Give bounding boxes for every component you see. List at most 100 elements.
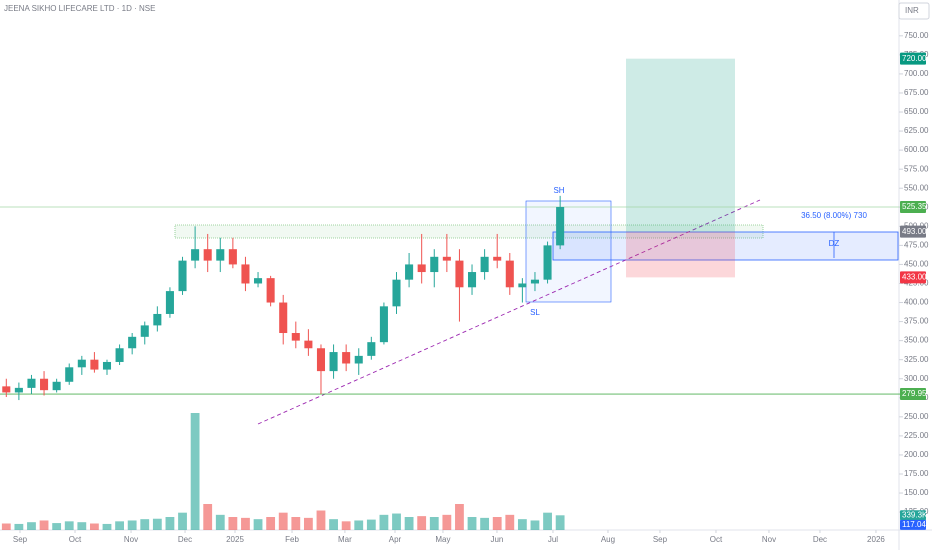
candle-body [14,387,23,393]
volume-bar [102,523,112,530]
volume-bar [77,522,87,530]
volume-bar [480,517,490,530]
x-tick-label: Nov [762,535,776,544]
x-tick-label: Jun [490,535,503,544]
volume-bar [505,514,515,530]
volume-bar [517,519,527,530]
candle-body [279,302,288,334]
volume-bar [1,523,11,530]
y-tick-label: 175.00 [904,469,929,478]
volume-label-bg [900,510,926,521]
volume-bar [530,520,540,530]
candle-body [115,348,124,362]
y-tick-label: 600.00 [904,145,929,154]
trendline [257,199,761,425]
volume-bar [555,515,565,530]
candle-body [52,381,61,391]
chart-title: JEENA SIKHO LIFECARE LTD · 1D · NSE [4,4,155,13]
candle-body [442,256,451,261]
candle-body [367,342,376,356]
y-tick-label: 375.00 [904,317,929,326]
candle-body [329,352,338,372]
volume-bar [253,519,263,530]
price-label-bg [900,201,926,214]
candle-body [518,283,527,288]
volume-bar [492,517,502,530]
currency-box[interactable] [898,2,930,20]
candle-body [191,249,200,261]
candle-body [417,264,426,273]
x-tick-label: Mar [338,535,352,544]
x-tick-label: Sep [653,535,668,544]
price-label-bg [900,271,926,284]
volume-bar [241,517,250,530]
volume-bar [14,523,24,530]
volume-bar [165,517,175,530]
candle-body [102,361,112,370]
y-tick-label: 350.00 [904,336,929,345]
y-tick-label: 250.00 [904,412,929,421]
volume-bar [127,520,137,530]
price-label: 433.00 [902,272,927,281]
candle-body [493,256,502,261]
demand-zone [552,231,899,261]
x-tick-label: Aug [601,535,615,544]
candle-body [430,256,439,273]
candle-body [354,355,363,364]
volume-bar [404,517,414,530]
x-tick-label: Jul [548,535,558,544]
x-tick-label: 2026 [867,535,885,544]
volume-bar [442,514,452,530]
candle-body [40,378,49,391]
volume-bar [341,521,351,530]
volume-label: 339.3K [902,510,928,519]
x-tick-label: Nov [124,535,138,544]
sh-label: SH [553,186,564,195]
volume-bar [64,521,74,530]
candle-body [228,249,237,265]
candle-body [556,207,565,246]
stop-box [626,231,735,278]
volume-bar [354,520,364,530]
candle-body [153,313,162,326]
volume-bar [115,521,124,530]
candle-body [241,264,250,284]
volume-bar [27,522,36,530]
swing-box [525,200,612,303]
candle-body [543,245,552,280]
candle-body [65,367,74,382]
y-tick-label: 450.00 [904,260,929,269]
candle-body [505,260,514,288]
y-tick-label: 650.00 [904,107,929,116]
volume-bar [39,520,49,530]
candle-body [379,306,388,343]
x-tick-label: Dec [178,535,192,544]
volume-bar [215,514,225,530]
candle-body [291,333,300,341]
y-tick-label: 150.00 [904,488,929,497]
volume-bar [266,517,276,530]
volume-bar [152,518,162,530]
volume-bar [178,512,187,530]
volume-bar [303,517,313,530]
volume-bar [291,517,301,530]
candle-body [216,249,225,261]
volume-bar [278,512,288,530]
volume-bar [329,519,338,530]
y-tick-label: 300.00 [904,374,929,383]
x-tick-label: Oct [710,535,723,544]
y-tick-label: 400.00 [904,298,929,307]
price-label-bg [900,225,926,238]
y-tick-label: 625.00 [904,126,929,135]
volume-bar [52,523,62,530]
price-label: 720.00 [902,54,927,63]
x-tick-label: Dec [813,535,827,544]
volume-bar [90,523,99,530]
volume-bar [417,516,427,530]
volume-bar [203,504,213,530]
candle-body [128,336,137,349]
price-label: 493.00 [902,227,927,236]
y-tick-label: 750.00 [904,31,929,40]
candle-body [304,340,313,349]
candle-body [480,256,489,273]
